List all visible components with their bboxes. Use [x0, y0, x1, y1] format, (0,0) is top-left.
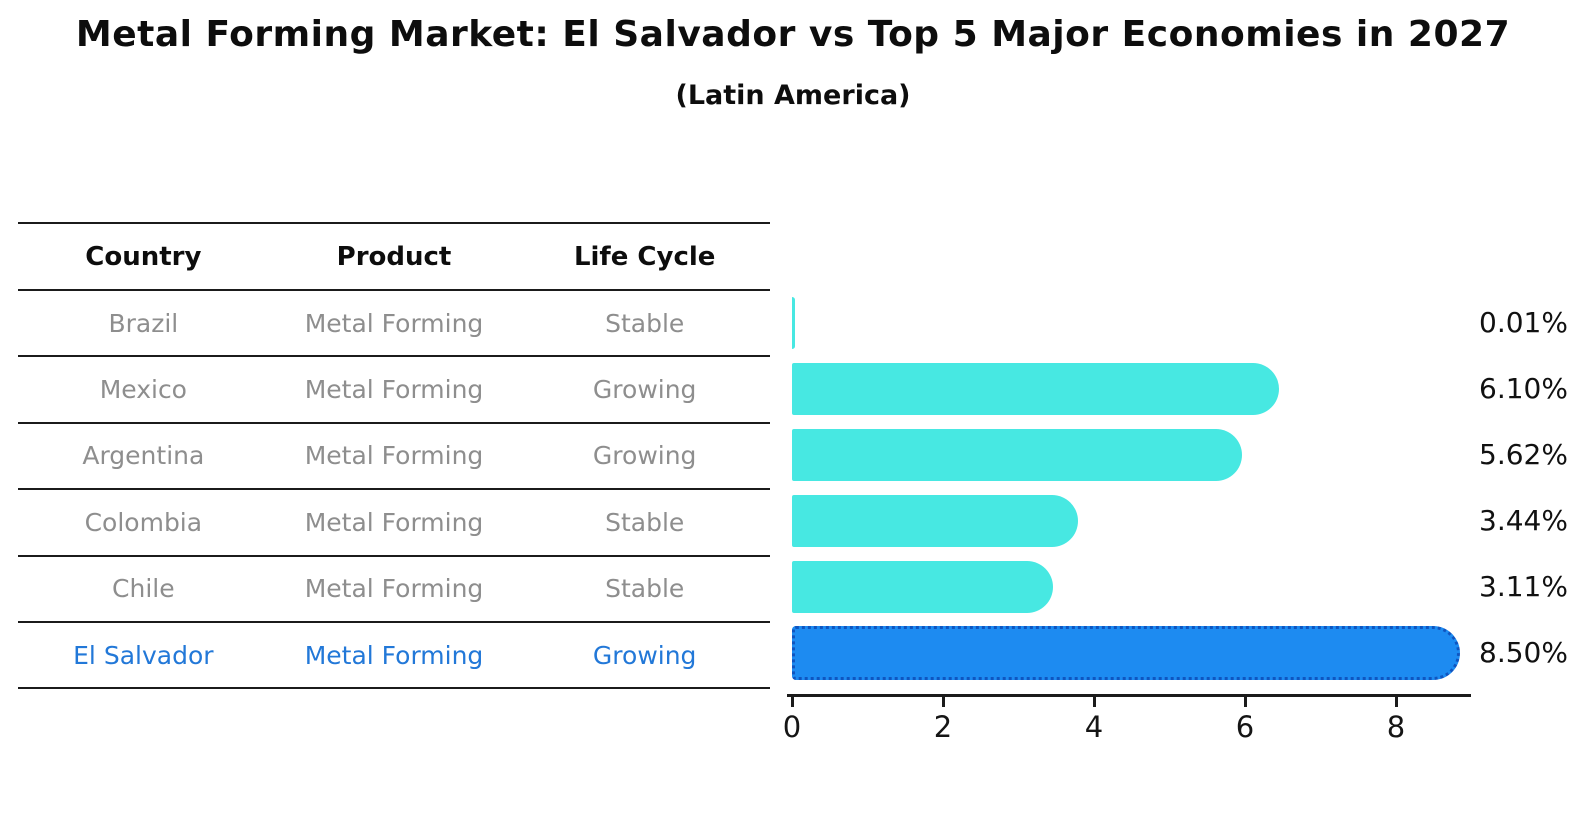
- bar-colombia: [792, 495, 1078, 547]
- cell-country: Chile: [112, 574, 175, 604]
- x-axis-tickmark-2: [942, 696, 945, 707]
- column-header-life-cycle: Life Cycle: [573, 241, 716, 272]
- cell-product: Metal Forming: [304, 441, 484, 471]
- country-table: Country Product Life Cycle Brazil Metal F…: [18, 222, 770, 690]
- cell-product: Metal Forming: [304, 308, 484, 338]
- value-label-mexico: 6.10%: [1479, 372, 1568, 405]
- cell-life-cycle: Growing: [592, 375, 697, 405]
- x-axis-ticklabel-4: 4: [1084, 710, 1104, 744]
- bar-argentina: [792, 429, 1243, 481]
- value-label-colombia: 3.44%: [1479, 504, 1568, 537]
- cell-country: Colombia: [84, 507, 203, 537]
- cell-life-cycle: Growing: [592, 441, 697, 471]
- x-axis-tickmark-0: [791, 696, 794, 707]
- cell-country: El Salvador: [73, 640, 214, 670]
- value-label-argentina: 5.62%: [1479, 438, 1568, 471]
- table-row-argentina: Argentina Metal Forming Growing: [18, 424, 770, 491]
- chart-subtitle: (Latin America): [675, 80, 911, 111]
- cell-country: Mexico: [99, 375, 187, 405]
- bar-el-salvador: [792, 626, 1460, 680]
- cell-product: Metal Forming: [304, 507, 484, 537]
- cell-life-cycle: Stable: [605, 574, 685, 604]
- cell-product: Metal Forming: [304, 640, 484, 670]
- x-axis-ticklabel-8: 8: [1386, 710, 1406, 744]
- x-axis-ticklabel-0: 0: [782, 710, 802, 744]
- x-axis-tickmark-8: [1395, 696, 1398, 707]
- value-label-brazil: 0.01%: [1479, 306, 1568, 339]
- column-header-product: Product: [336, 241, 452, 272]
- table-row-mexico: Mexico Metal Forming Growing: [18, 357, 770, 424]
- bar-chile: [792, 561, 1053, 613]
- bar-brazil: [792, 297, 795, 349]
- cell-product: Metal Forming: [304, 375, 484, 405]
- table-row-el-salvador: El Salvador Metal Forming Growing: [18, 623, 770, 690]
- x-axis-tickmark-4: [1093, 696, 1096, 707]
- table-row-brazil: Brazil Metal Forming Stable: [18, 291, 770, 358]
- cell-country: Argentina: [82, 441, 205, 471]
- value-label-chile: 3.11%: [1479, 570, 1568, 603]
- value-label-el-salvador: 8.50%: [1479, 636, 1568, 669]
- table-header-row: Country Product Life Cycle: [18, 224, 770, 291]
- cell-life-cycle: Stable: [605, 507, 685, 537]
- table-row-chile: Chile Metal Forming Stable: [18, 557, 770, 623]
- cell-country: Brazil: [108, 308, 179, 338]
- x-axis-line: [787, 694, 1471, 697]
- cell-life-cycle: Stable: [605, 308, 685, 338]
- cell-life-cycle: Growing: [592, 640, 697, 670]
- x-axis-ticklabel-6: 6: [1235, 710, 1255, 744]
- table-row-colombia: Colombia Metal Forming Stable: [18, 490, 770, 557]
- chart-title: Metal Forming Market: El Salvador vs Top…: [75, 14, 1511, 55]
- x-axis-tickmark-6: [1244, 696, 1247, 707]
- cell-product: Metal Forming: [304, 574, 484, 604]
- bar-mexico: [792, 363, 1279, 415]
- x-axis-ticklabel-2: 2: [933, 710, 953, 744]
- column-header-country: Country: [85, 241, 202, 272]
